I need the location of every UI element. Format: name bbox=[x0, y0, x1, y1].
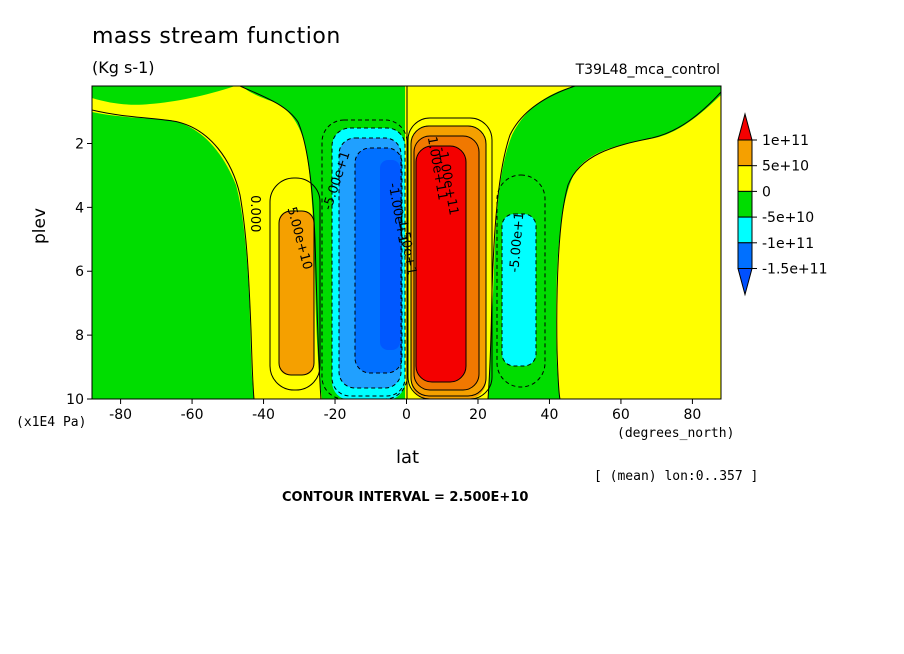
contour-nh-ferrel bbox=[496, 174, 546, 388]
fill-nh-ferrel bbox=[502, 214, 536, 366]
contour-lines bbox=[92, 86, 721, 399]
colorbar-bottom-arrow bbox=[737, 268, 753, 297]
x-axis: -80 -60 -40 -20 0 20 40 60 80 bbox=[109, 399, 701, 423]
contour-nh-hadley-1 bbox=[407, 117, 493, 399]
colorbar-label: 0 bbox=[762, 184, 771, 200]
contour-nh-ferrel-inner bbox=[501, 213, 537, 367]
colorbar-swatch bbox=[737, 139, 753, 167]
colorbar-swatch bbox=[737, 216, 753, 244]
fill-equator-zero bbox=[405, 86, 413, 399]
contour-sh-ferrel bbox=[269, 177, 321, 391]
contour-nh-hadley-2 bbox=[410, 125, 487, 397]
contour-interval-label: CONTOUR INTERVAL = 2.500E+10 bbox=[282, 490, 529, 505]
colorbar-label: -1e+11 bbox=[762, 236, 814, 252]
x-tick-label: 60 bbox=[612, 407, 630, 423]
colorbar-swatch bbox=[737, 165, 753, 192]
y-tick-label: 8 bbox=[75, 328, 84, 344]
contour-label: -5.00e+1 bbox=[507, 211, 527, 273]
contour-sh-hadley-3 bbox=[338, 137, 402, 389]
y-tick-label: 10 bbox=[66, 392, 84, 408]
contour-sh-hadley-2 bbox=[331, 127, 406, 397]
colorbar-top-arrow bbox=[737, 112, 753, 141]
contour-nh-hadley-4 bbox=[415, 145, 467, 383]
contour-sh-hadley-4 bbox=[354, 147, 403, 374]
fill-sh-hadley-core bbox=[380, 160, 400, 350]
y-tick-label: 6 bbox=[75, 264, 84, 280]
contour-zero-sh-inner bbox=[239, 86, 322, 399]
contour-zero-nh-outer bbox=[556, 91, 721, 399]
colorbar: 1e+11 5e+10 0 -5e+10 -1e+11 -1.5e+11 bbox=[737, 112, 827, 297]
x-tick-label: -80 bbox=[109, 407, 132, 423]
y-axis: 2 4 6 8 10 bbox=[66, 136, 92, 408]
colorbar-label: 5e+10 bbox=[762, 159, 809, 175]
run-label: T39L48_mca_control bbox=[575, 62, 720, 78]
y-tick-label: 2 bbox=[75, 136, 84, 152]
x-tick-label: 20 bbox=[469, 407, 487, 423]
x-tick-label: 40 bbox=[541, 407, 559, 423]
contour-nh-hadley-3 bbox=[413, 135, 480, 391]
x-tick-label: 80 bbox=[683, 407, 701, 423]
colorbar-swatch bbox=[737, 190, 753, 218]
fill-sh-ferrel bbox=[279, 211, 314, 375]
averaging-note: [ (mean) lon:0..357 ] bbox=[594, 469, 759, 484]
x-tick-label: -60 bbox=[181, 407, 204, 423]
chart-units: (Kg s-1) bbox=[92, 58, 155, 77]
contour-label: 0.000 bbox=[247, 195, 262, 232]
colorbar-label: 1e+11 bbox=[762, 133, 809, 149]
colorbar-label: -5e+10 bbox=[762, 210, 814, 226]
contour-sh-hadley-1 bbox=[321, 119, 408, 399]
colorbar-label: -1.5e+11 bbox=[762, 262, 827, 278]
colorbar-swatch bbox=[737, 242, 753, 270]
x-tick-label: -40 bbox=[252, 407, 275, 423]
x-axis-label: lat bbox=[396, 447, 420, 468]
x-tick-label: -20 bbox=[324, 407, 347, 423]
contour-zero-sh bbox=[92, 109, 255, 399]
x-tick-label: 0 bbox=[402, 407, 411, 423]
y-tick-label: 4 bbox=[75, 200, 84, 216]
chart-title: mass stream function bbox=[92, 24, 341, 49]
fill-south-negative bbox=[92, 86, 235, 105]
fill-south-negative-main bbox=[92, 112, 254, 399]
fill-north-negative bbox=[488, 86, 721, 399]
y-axis-unit: (x1E4 Pa) bbox=[16, 415, 87, 430]
contour-sh-ferrel-inner bbox=[278, 210, 315, 376]
fill-nh-hadley-red bbox=[416, 146, 466, 382]
x-axis-unit: (degrees_north) bbox=[617, 426, 735, 441]
